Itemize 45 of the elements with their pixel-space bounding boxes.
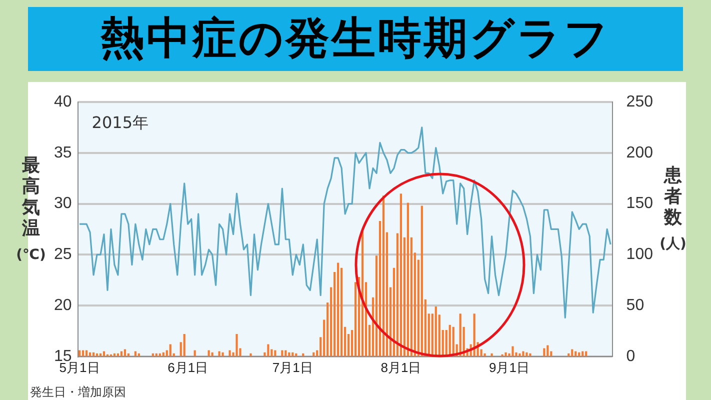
bar bbox=[183, 334, 186, 356]
y-tick-label: 20 bbox=[54, 296, 72, 314]
bar bbox=[504, 352, 507, 356]
y2-tick-label: 200 bbox=[626, 144, 654, 162]
bar bbox=[529, 353, 532, 356]
bar bbox=[490, 353, 493, 356]
text: 発生日・増加原因 bbox=[30, 384, 126, 400]
bar bbox=[222, 352, 224, 356]
bar bbox=[484, 353, 486, 356]
x-tick-label: 7月1日 bbox=[272, 360, 313, 375]
y-tick-label: 40 bbox=[54, 93, 72, 110]
y2-tick-label: 50 bbox=[626, 296, 644, 314]
y2-tick-label: 250 bbox=[626, 93, 654, 110]
x-tick-label: 8月1日 bbox=[380, 360, 422, 375]
y2-tick-label: 0 bbox=[626, 348, 636, 365]
bar bbox=[236, 334, 238, 356]
y2-axis-title: 患者数(人) bbox=[658, 165, 688, 254]
y-tick-label: 25 bbox=[54, 246, 72, 264]
bar bbox=[434, 306, 437, 356]
bar bbox=[518, 353, 521, 356]
bar bbox=[406, 202, 409, 356]
bar bbox=[169, 344, 172, 356]
x-tick-label: 9月1日 bbox=[489, 360, 530, 375]
bar bbox=[211, 352, 214, 356]
bar bbox=[400, 194, 402, 356]
y-tick-label: 30 bbox=[54, 195, 72, 212]
y-axis-title: 最高気温(℃) bbox=[15, 155, 47, 265]
x-tick-label: 6月1日 bbox=[168, 360, 208, 375]
x-tick-label: 5月1日 bbox=[59, 360, 100, 375]
bar bbox=[526, 352, 528, 356]
bar bbox=[522, 351, 524, 356]
y2-tick-label: 150 bbox=[626, 195, 654, 212]
bar bbox=[228, 350, 231, 356]
y2-tick-label: 100 bbox=[626, 246, 654, 264]
bar bbox=[382, 196, 385, 356]
annotation: 2015年 bbox=[92, 113, 149, 132]
bar bbox=[546, 345, 549, 356]
y-tick-label: 35 bbox=[54, 144, 72, 162]
bar bbox=[218, 351, 220, 356]
bar bbox=[267, 344, 270, 356]
bar bbox=[420, 206, 423, 356]
chart-title: 熱中症の発生時期グラフ bbox=[28, 7, 683, 71]
bar bbox=[250, 353, 252, 356]
bar bbox=[337, 262, 340, 356]
bar bbox=[512, 346, 514, 356]
